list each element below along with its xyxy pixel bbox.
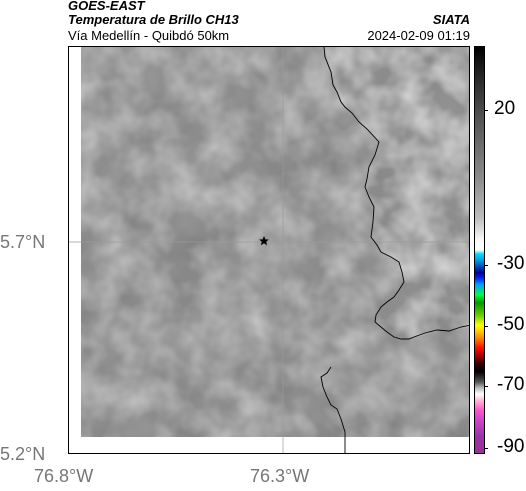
river-border [320, 366, 346, 453]
lat-tick-5-7: 5.7°N [0, 232, 46, 252]
route-subtitle: Vía Medellín - Quibdó 50km [68, 28, 230, 43]
product-title: Temperatura de Brillo CH13 [68, 12, 239, 27]
lon-tick-76-8: 76.8°W [34, 466, 94, 486]
colorbar-tick [484, 110, 488, 111]
agency-label: SIATA [432, 12, 470, 27]
satellite-title: GOES-EAST [68, 0, 145, 13]
colorbar-label: 20 [494, 98, 516, 119]
satellite-map[interactable] [68, 46, 470, 454]
lat-tick-5-2: 5.2°N [0, 444, 46, 464]
coastline-border [323, 47, 469, 340]
colorbar-tick [484, 265, 488, 266]
colorbar-label: -90 [497, 436, 525, 457]
colorbar-tick [484, 386, 488, 387]
datetime-label: 2024-02-09 01:19 [367, 28, 470, 43]
star-icon[interactable] [259, 236, 269, 246]
map-canvas [69, 47, 469, 453]
no-data-left [69, 47, 81, 453]
no-data-bottom [69, 437, 469, 453]
colorbar [474, 46, 485, 454]
colorbar-tick [484, 326, 488, 327]
lon-tick-76-3: 76.3°W [250, 466, 310, 486]
colorbar-label: -30 [497, 253, 525, 274]
colorbar-tick [484, 448, 488, 449]
colorbar-label: -50 [497, 314, 525, 335]
colorbar-label: -70 [497, 374, 525, 395]
